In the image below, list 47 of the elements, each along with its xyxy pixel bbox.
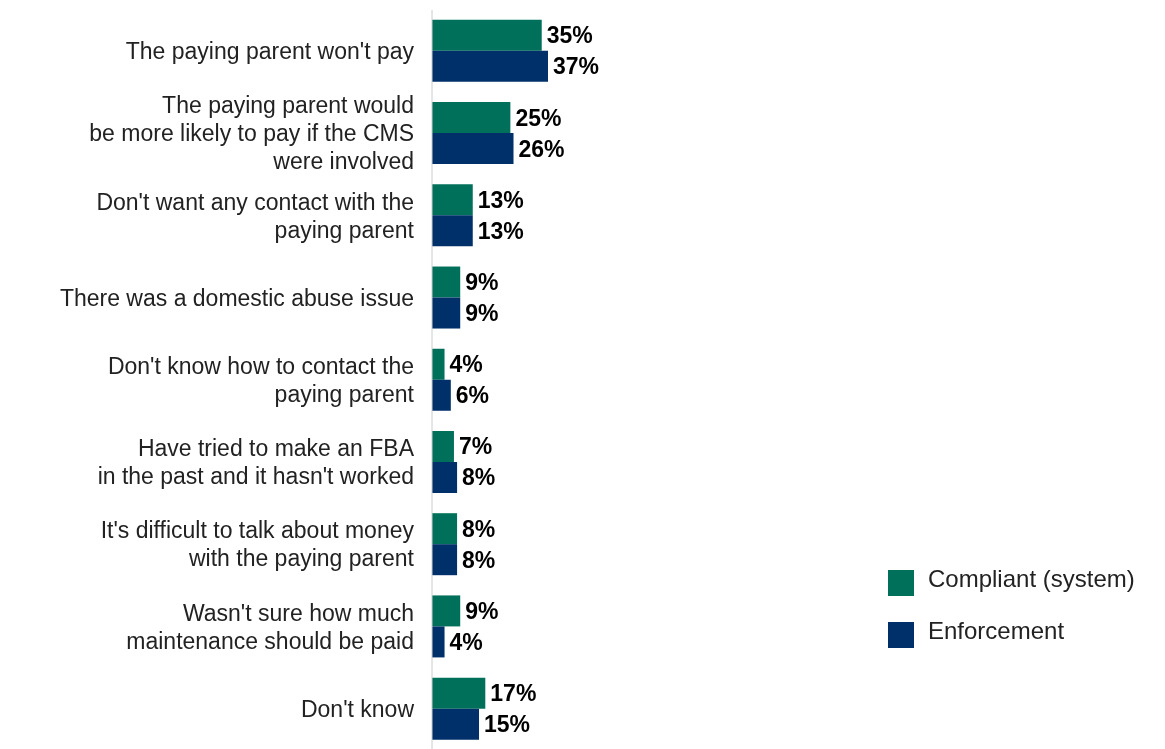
data-label: 4% — [449, 351, 483, 378]
y-tick-label: The paying parent won't pay — [125, 38, 415, 65]
data-label: 25% — [515, 104, 562, 131]
data-label: 15% — [484, 711, 531, 738]
legend-label: Compliant (system) — [928, 565, 1135, 592]
bar — [432, 19, 542, 51]
bar — [432, 102, 511, 134]
data-label: 4% — [449, 628, 483, 655]
bar — [432, 184, 473, 216]
bar — [432, 379, 451, 411]
data-label: 17% — [490, 680, 537, 707]
data-label: 13% — [477, 217, 524, 244]
y-tick-label: It's difficult to talk about money with the paying parent — [100, 517, 415, 572]
bar — [432, 348, 445, 380]
data-label: 8% — [462, 546, 496, 573]
data-label: 8% — [462, 464, 496, 491]
bar — [432, 297, 461, 329]
legend-label: Enforcement — [928, 617, 1065, 644]
data-label: 37% — [553, 53, 600, 80]
data-label: 6% — [455, 382, 490, 409]
data-label: 26% — [518, 135, 565, 162]
data-label: 35% — [546, 22, 593, 49]
bar — [432, 513, 458, 545]
y-tick-label: Don't know how to contact the paying parent — [107, 353, 415, 407]
data-label: 7% — [458, 433, 493, 460]
bar — [432, 708, 480, 740]
data-label: 9% — [465, 597, 499, 624]
bar — [432, 50, 548, 82]
data-label: 9% — [465, 300, 499, 327]
bar — [432, 215, 473, 247]
data-label: 8% — [462, 515, 496, 542]
y-tick-label: Have tried to make an FBA in the past and it hasn't worked — [97, 435, 415, 490]
bar — [432, 626, 445, 658]
y-tick-label: Wasn't sure how much maintenance should be paid — [126, 599, 414, 654]
bar — [432, 677, 486, 709]
bar — [432, 461, 458, 493]
bar — [432, 430, 454, 462]
data-label: 9% — [465, 269, 499, 296]
y-tick-label: Don't know — [300, 695, 415, 722]
y-tick-label: There was a domestic abuse issue — [59, 284, 414, 311]
y-tick-label: The paying parent would be more likely to pay if the CMS were involved — [89, 92, 414, 175]
y-tick-label: Don't want any contact with the paying parent — [96, 188, 415, 243]
bar — [432, 266, 461, 298]
data-label: 13% — [477, 186, 524, 213]
bar — [432, 133, 514, 165]
bar — [432, 595, 461, 627]
bar — [432, 544, 458, 576]
